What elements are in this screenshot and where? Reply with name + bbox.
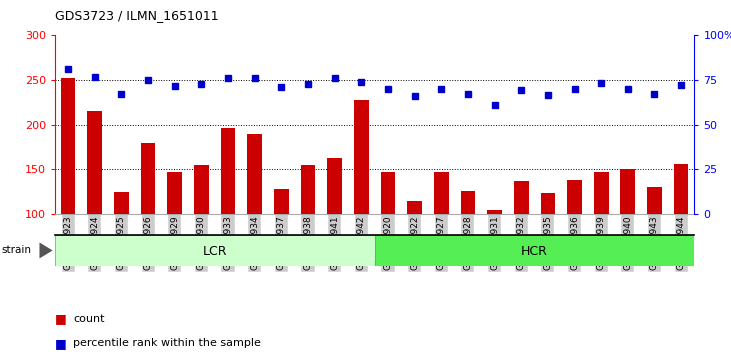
Bar xyxy=(167,172,182,214)
Bar xyxy=(374,235,694,266)
Bar xyxy=(247,134,262,214)
Bar xyxy=(354,100,368,214)
Bar xyxy=(381,172,395,214)
Polygon shape xyxy=(39,242,53,258)
Bar xyxy=(514,181,529,214)
Bar xyxy=(434,172,449,214)
Bar xyxy=(461,191,475,214)
Bar xyxy=(274,189,289,214)
Bar xyxy=(647,187,662,214)
Bar xyxy=(540,193,556,214)
Text: ■: ■ xyxy=(55,312,67,325)
Bar xyxy=(61,78,75,214)
Bar xyxy=(114,192,129,214)
Text: strain: strain xyxy=(1,245,31,256)
Bar xyxy=(327,158,342,214)
Bar xyxy=(88,112,102,214)
Bar xyxy=(141,143,156,214)
Text: percentile rank within the sample: percentile rank within the sample xyxy=(73,338,261,348)
Bar xyxy=(488,210,502,214)
Bar xyxy=(300,165,315,214)
Text: GDS3723 / ILMN_1651011: GDS3723 / ILMN_1651011 xyxy=(55,9,219,22)
Bar xyxy=(594,172,608,214)
Text: HCR: HCR xyxy=(521,245,548,258)
Bar xyxy=(221,129,235,214)
Text: count: count xyxy=(73,314,105,324)
Bar xyxy=(407,201,422,214)
Bar xyxy=(194,165,209,214)
Bar xyxy=(674,164,689,214)
Text: ■: ■ xyxy=(55,337,67,350)
Bar xyxy=(567,180,582,214)
Text: LCR: LCR xyxy=(202,245,227,258)
Bar xyxy=(621,169,635,214)
Bar xyxy=(55,235,374,266)
